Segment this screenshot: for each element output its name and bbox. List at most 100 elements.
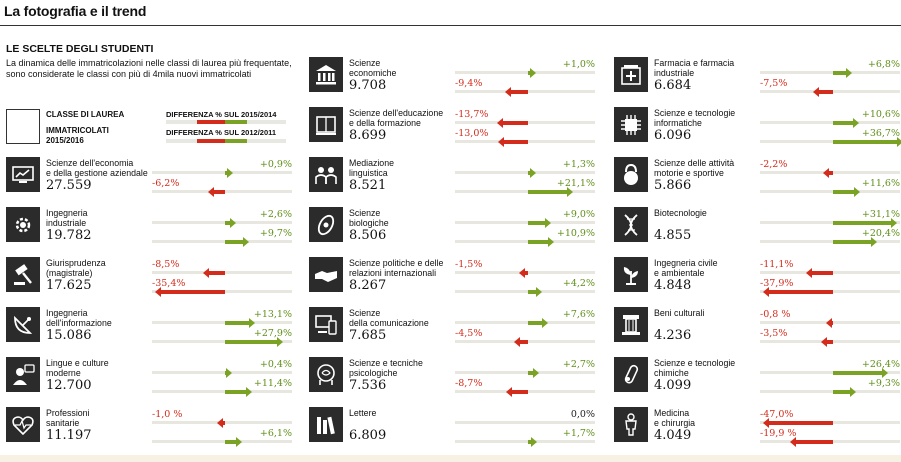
- decrease-arrow: [822, 317, 833, 328]
- decrease-arrow: [497, 136, 528, 147]
- value-label: +7,6%: [562, 309, 595, 320]
- decrease-arrow: [519, 267, 528, 278]
- increase-arrow: [225, 236, 249, 247]
- bar-track: [760, 221, 900, 224]
- class-name: Professioni sanitarie: [46, 408, 166, 428]
- increase-arrow: [528, 186, 574, 197]
- legend-green-2: [225, 139, 247, 143]
- bar-track: [760, 190, 900, 193]
- increase-arrow: [225, 386, 253, 397]
- class-row: Scienze dell'economia e della gestione az…: [6, 157, 296, 203]
- page-title: La fotografia e il trend: [4, 3, 147, 19]
- class-name: Lingue e culture moderne: [46, 358, 166, 378]
- heartbeat-icon: [6, 407, 40, 442]
- class-name-line: informatiche: [654, 118, 702, 128]
- value-label: +9,7%: [259, 228, 292, 239]
- value-label: +10,9%: [556, 228, 595, 239]
- class-name: Biotecnologie: [654, 208, 774, 218]
- increase-arrow: [528, 67, 536, 78]
- intro-line-1: La dinamica delle immatricolazioni nelle…: [6, 58, 292, 68]
- legend-series-1: DIFFERENZA % SUL 2015/2014: [166, 110, 277, 119]
- value-label: +36,7%: [861, 128, 900, 139]
- decrease-arrow: [513, 336, 528, 347]
- class-name-line: Scienze e tecniche: [349, 358, 423, 368]
- class-name-line: Scienze: [349, 58, 381, 68]
- class-name-line: Scienze: [349, 308, 381, 318]
- value-label: +31,1%: [861, 209, 900, 220]
- bar-track: [760, 71, 900, 74]
- value-label: -8,7%: [455, 378, 483, 389]
- test-tube-icon: [614, 357, 648, 392]
- class-name: Scienze della comunicazione: [349, 308, 469, 328]
- decrease-arrow: [155, 286, 225, 297]
- class-enrolled: 17.625: [46, 278, 92, 293]
- increase-arrow: [833, 136, 901, 147]
- intro-line-2: sono considerate le classi con più di 4m…: [6, 69, 252, 79]
- class-enrolled: 8.267: [349, 278, 387, 293]
- class-name-line: economiche: [349, 68, 397, 78]
- class-name: Mediazione linguistica: [349, 158, 469, 178]
- class-enrolled: 19.782: [46, 228, 92, 243]
- class-row: Scienze e tecnologie informatiche 6.096 +10…: [614, 107, 901, 153]
- legend-label-enrolled-1: IMMATRICOLATI: [46, 126, 109, 135]
- class-name-line: (magistrale): [46, 268, 93, 278]
- bar-track: [455, 221, 595, 224]
- class-row: Beni culturali 4.236 -0,8 % -3,5%: [614, 307, 901, 353]
- bar-track: [760, 390, 900, 393]
- increase-arrow: [833, 386, 857, 397]
- class-name: Giurisprudenza (magistrale): [46, 258, 166, 278]
- people-icon: [309, 157, 343, 192]
- class-name: Lettere: [349, 408, 469, 418]
- value-label: -11,1%: [760, 259, 794, 270]
- decrease-arrow: [217, 417, 225, 428]
- class-name-line: relazioni internazionali: [349, 268, 437, 278]
- class-enrolled: 6.096: [654, 128, 692, 143]
- class-row: Lettere 6.809 0,0% +1,7%: [309, 407, 599, 453]
- decrease-arrow: [813, 86, 833, 97]
- class-row: Scienze della comunicazione 7.685 +7,6% -4,5…: [309, 307, 599, 353]
- value-label: +1,7%: [562, 428, 595, 439]
- dna-icon: [614, 207, 648, 242]
- increase-arrow: [833, 217, 897, 228]
- class-name-line: Scienze delle attività: [654, 158, 735, 168]
- value-label: +6,8%: [867, 59, 900, 70]
- value-label: +10,6%: [861, 109, 900, 120]
- class-name: Ingegneria civile e ambientale: [654, 258, 774, 278]
- legend-green-1: [225, 120, 247, 124]
- class-enrolled: 6.809: [349, 428, 387, 443]
- class-row: Lingue e culture moderne 12.700 +0,4% +11,4%: [6, 357, 296, 403]
- class-name-line: Ingegneria civile: [654, 258, 718, 268]
- increase-arrow: [528, 317, 549, 328]
- class-row: Scienze economiche 9.708 +1,0% -9,4%: [309, 57, 599, 103]
- class-enrolled: 4.855: [654, 228, 692, 243]
- kettlebell-icon: [614, 157, 648, 192]
- bar-track: [760, 140, 900, 143]
- class-enrolled: 9.708: [349, 78, 387, 93]
- class-enrolled: 7.536: [349, 378, 387, 393]
- bar-track: [455, 171, 595, 174]
- value-label: +11,6%: [861, 178, 900, 189]
- class-name: Scienze politiche e delle relazioni inter…: [349, 258, 469, 278]
- class-name-line: Scienze e tecnologie: [654, 108, 736, 118]
- value-label: +1,0%: [562, 59, 595, 70]
- class-name: Scienze e tecniche psicologiche: [349, 358, 469, 378]
- bank-icon: [309, 57, 343, 92]
- class-name-line: Giurisprudenza: [46, 258, 106, 268]
- class-row: Scienze e tecniche psicologiche 7.536 +2,7%…: [309, 357, 599, 403]
- decrease-arrow: [820, 336, 833, 347]
- plant-icon: [614, 257, 648, 292]
- class-enrolled: 6.684: [654, 78, 692, 93]
- bar-track: [152, 440, 292, 443]
- class-enrolled: 27.559: [46, 178, 92, 193]
- value-label: +0,9%: [259, 159, 292, 170]
- value-label: -6,2%: [152, 178, 180, 189]
- class-row: Scienze delle attività motorie e sportive…: [614, 157, 901, 203]
- class-name-line: Scienze politiche e delle: [349, 258, 444, 268]
- decrease-arrow: [822, 167, 833, 178]
- class-row: Scienze biologiche 8.506 +9,0% +10,9%: [309, 207, 599, 253]
- title-rule: [0, 25, 901, 26]
- bar-track: [152, 171, 292, 174]
- bar-track: [152, 340, 292, 343]
- class-name: Scienze biologiche: [349, 208, 469, 228]
- increase-arrow: [528, 217, 551, 228]
